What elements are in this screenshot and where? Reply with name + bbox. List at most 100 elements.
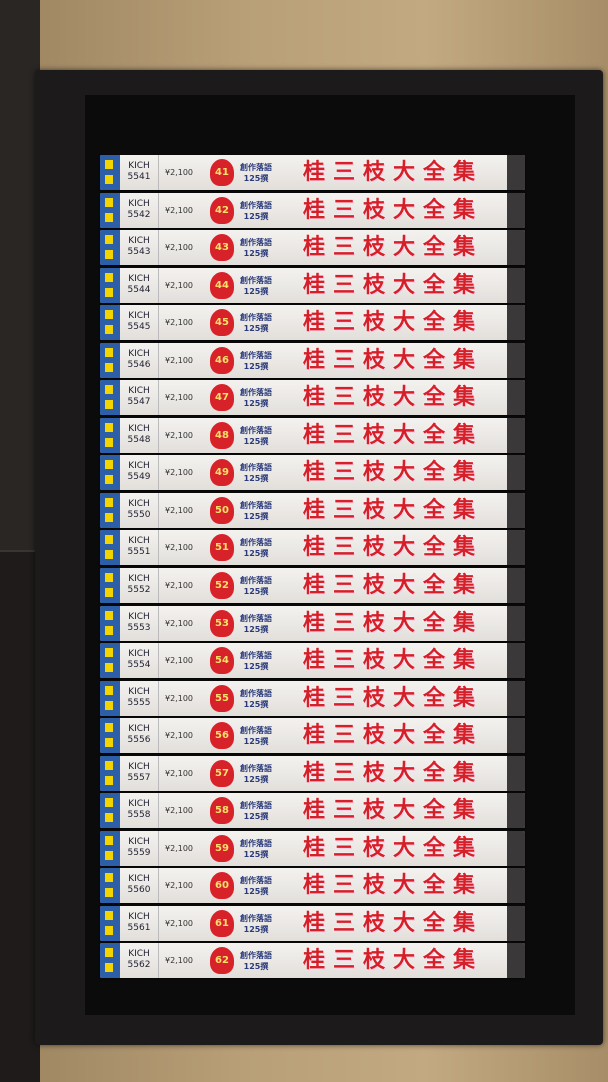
cd-spine[interactable]: KICH 5551 ¥2,100 51 創作落語125撰 桂三枝大全集 <box>100 530 525 566</box>
cd-spine[interactable]: KICH 5561 ¥2,100 61 創作落語125撰 桂三枝大全集 <box>100 905 525 941</box>
case-edge <box>507 643 525 679</box>
spine-title: 桂三枝大全集 <box>302 272 483 298</box>
volume-number: 62 <box>215 955 229 967</box>
cd-spine[interactable]: KICH 5544 ¥2,100 44 創作落語125撰 桂三枝大全集 <box>100 267 525 303</box>
volume-number: 44 <box>215 279 229 291</box>
spine-title: 桂三枝大全集 <box>302 648 483 674</box>
price: ¥2,100 <box>158 943 199 979</box>
cd-spine[interactable]: KICH 5554 ¥2,100 54 創作落語125撰 桂三枝大全集 <box>100 643 525 679</box>
cd-spine[interactable]: KICH 5548 ¥2,100 48 創作落語125撰 桂三枝大全集 <box>100 417 525 453</box>
case-edge <box>507 568 525 604</box>
volume-badge: 54 <box>210 647 234 675</box>
cd-spine[interactable]: KICH 5562 ¥2,100 62 創作落語125撰 桂三枝大全集 <box>100 943 525 979</box>
spine-stripe <box>100 755 120 791</box>
price: ¥2,100 <box>158 380 199 416</box>
volume-number: 42 <box>215 204 229 216</box>
spine-title: 桂三枝大全集 <box>302 723 483 749</box>
volume-badge: 42 <box>210 196 234 224</box>
cd-spine[interactable]: KICH 5553 ¥2,100 53 創作落語125撰 桂三枝大全集 <box>100 605 525 641</box>
cd-spine[interactable]: KICH 5543 ¥2,100 43 創作落語125撰 桂三枝大全集 <box>100 230 525 266</box>
price: ¥2,100 <box>158 605 199 641</box>
volume-badge: 59 <box>210 834 234 862</box>
catalog-number: KICH 5550 <box>127 498 151 520</box>
cd-spine[interactable]: KICH 5557 ¥2,100 57 創作落語125撰 桂三枝大全集 <box>100 755 525 791</box>
volume-badge: 51 <box>210 534 234 562</box>
catalog-number: KICH 5561 <box>127 911 151 933</box>
catalog-number: KICH 5555 <box>127 686 151 708</box>
case-edge <box>507 530 525 566</box>
cd-spine[interactable]: KICH 5556 ¥2,100 56 創作落語125撰 桂三枝大全集 <box>100 718 525 754</box>
cd-spine[interactable]: KICH 5558 ¥2,100 58 創作落語125撰 桂三枝大全集 <box>100 793 525 829</box>
volume-badge: 41 <box>210 159 234 186</box>
series-label: 創作落語125撰 <box>240 350 272 371</box>
catalog-number: KICH 5547 <box>127 386 151 408</box>
volume-badge: 47 <box>210 384 234 412</box>
cd-spine[interactable]: KICH 5550 ¥2,100 50 創作落語125撰 桂三枝大全集 <box>100 492 525 528</box>
spine-title: 桂三枝大全集 <box>302 760 483 786</box>
catalog-number: KICH 5552 <box>127 574 151 596</box>
cd-spine[interactable]: KICH 5555 ¥2,100 55 創作落語125撰 桂三枝大全集 <box>100 680 525 716</box>
case-edge <box>507 868 525 904</box>
volume-number: 52 <box>215 580 229 592</box>
dark-wall-lower <box>0 550 40 1082</box>
spine-stripe <box>100 492 120 528</box>
case-edge <box>507 905 525 941</box>
volume-badge: 49 <box>210 459 234 487</box>
price: ¥2,100 <box>158 305 199 341</box>
cd-spine[interactable]: KICH 5549 ¥2,100 49 創作落語125撰 桂三枝大全集 <box>100 455 525 491</box>
spine-title: 桂三枝大全集 <box>302 422 483 448</box>
volume-badge: 50 <box>210 496 234 524</box>
price: ¥2,100 <box>158 155 199 190</box>
price: ¥2,100 <box>158 530 199 566</box>
volume-number: 59 <box>215 842 229 854</box>
series-label: 創作落語125撰 <box>240 163 272 183</box>
case-edge <box>507 943 525 979</box>
cd-spine[interactable]: KICH 5541 ¥2,100 41 創作落語125撰 桂三枝大全集 <box>100 155 525 190</box>
case-edge <box>507 380 525 416</box>
catalog-number: KICH 5546 <box>127 348 151 370</box>
spine-title: 桂三枝大全集 <box>302 385 483 411</box>
catalog-number: KICH 5545 <box>127 311 151 333</box>
catalog-number: KICH 5551 <box>127 536 151 558</box>
cd-spine[interactable]: KICH 5552 ¥2,100 52 創作落語125撰 桂三枝大全集 <box>100 568 525 604</box>
volume-number: 48 <box>215 429 229 441</box>
case-edge <box>507 192 525 228</box>
price: ¥2,100 <box>158 342 199 378</box>
cd-spine[interactable]: KICH 5559 ¥2,100 59 創作落語125撰 桂三枝大全集 <box>100 830 525 866</box>
volume-number: 56 <box>215 730 229 742</box>
volume-badge: 46 <box>210 346 234 374</box>
volume-number: 58 <box>215 805 229 817</box>
series-label: 創作落語125撰 <box>240 538 272 559</box>
volume-number: 43 <box>215 242 229 254</box>
spine-title: 桂三枝大全集 <box>302 685 483 711</box>
cd-spine[interactable]: KICH 5542 ¥2,100 42 創作落語125撰 桂三枝大全集 <box>100 192 525 228</box>
price: ¥2,100 <box>158 492 199 528</box>
price: ¥2,100 <box>158 643 199 679</box>
series-label: 創作落語125撰 <box>240 688 272 709</box>
volume-badge: 57 <box>210 759 234 787</box>
price: ¥2,100 <box>158 230 199 266</box>
volume-badge: 61 <box>210 909 234 937</box>
series-label: 創作落語125撰 <box>240 463 272 484</box>
case-edge <box>507 155 525 190</box>
spine-stripe <box>100 342 120 378</box>
spine-title: 桂三枝大全集 <box>302 835 483 861</box>
spine-title: 桂三枝大全集 <box>302 160 483 185</box>
catalog-number: KICH 5543 <box>127 236 151 258</box>
volume-number: 57 <box>215 767 229 779</box>
cd-spine[interactable]: KICH 5547 ¥2,100 47 創作落語125撰 桂三枝大全集 <box>100 380 525 416</box>
volume-number: 45 <box>215 317 229 329</box>
spine-stripe <box>100 718 120 754</box>
cd-spine[interactable]: KICH 5546 ¥2,100 46 創作落語125撰 桂三枝大全集 <box>100 342 525 378</box>
case-edge <box>507 605 525 641</box>
spine-stripe <box>100 680 120 716</box>
cd-spine[interactable]: KICH 5560 ¥2,100 60 創作落語125撰 桂三枝大全集 <box>100 868 525 904</box>
catalog-number: KICH 5556 <box>127 724 151 746</box>
price: ¥2,100 <box>158 192 199 228</box>
catalog-number: KICH 5542 <box>127 198 151 220</box>
price: ¥2,100 <box>158 680 199 716</box>
price: ¥2,100 <box>158 267 199 303</box>
cd-spine[interactable]: KICH 5545 ¥2,100 45 創作落語125撰 桂三枝大全集 <box>100 305 525 341</box>
volume-number: 60 <box>215 880 229 892</box>
volume-badge: 52 <box>210 572 234 600</box>
